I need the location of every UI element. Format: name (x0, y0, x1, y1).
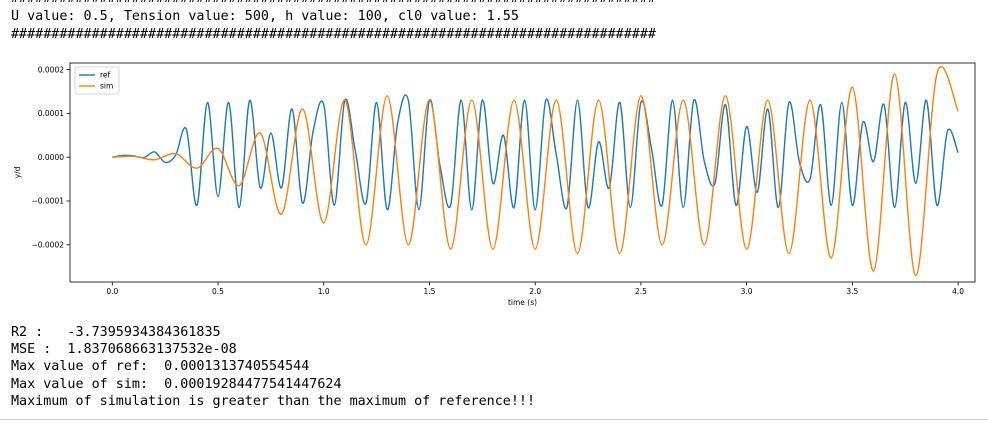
y-axis-label: y/d (13, 166, 22, 178)
y-tick-label: 0.0002 (38, 65, 64, 74)
max-sim-line: Max value of sim: 0.00019284477541447624 (11, 376, 342, 392)
plot-frame (69, 62, 976, 283)
y-tick-label: −0.0001 (31, 197, 64, 206)
y-axis: −0.0002 −0.0001 0.0000 0.0001 0.0002 (31, 65, 70, 249)
legend-box (74, 66, 120, 95)
x-tick-label: 0.0 (106, 287, 118, 296)
r2-line: R2 : -3.7395934384361835 (11, 325, 221, 340)
statistics-output: R2 : -3.7395934384361835 MSE : 1.8370686… (11, 324, 535, 410)
y-tick-label: 0.0001 (38, 109, 64, 118)
x-tick-label: 2.0 (529, 287, 541, 296)
x-tick-label: 1.5 (423, 287, 435, 296)
hash-separator-top: ########################################… (11, 0, 656, 7)
legend-label-ref: ref (100, 71, 111, 80)
x-tick-label: 4.0 (952, 287, 964, 296)
chart-container: 0.0 0.5 1.0 1.5 2.0 2.5 3.0 3.5 4.0 −0.0002 −0.00… (0, 48, 988, 318)
series-line-sim (112, 66, 959, 277)
x-tick-label: 0.5 (212, 287, 224, 296)
max-ref-line: Max value of ref: 0.0001313740554544 (11, 359, 310, 375)
bottom-divider (0, 419, 988, 420)
mse-line: MSE : 1.837068663137532e-08 (11, 342, 237, 358)
legend: ref sim (74, 66, 120, 95)
series-layer (112, 66, 959, 277)
x-tick-label: 1.0 (318, 287, 330, 296)
x-axis: 0.0 0.5 1.0 1.5 2.0 2.5 3.0 3.5 4.0 (106, 282, 964, 296)
parameters-line: U value: 0.5, Tension value: 500, h valu… (11, 9, 519, 24)
x-tick-label: 3.5 (846, 287, 858, 296)
line-chart: 0.0 0.5 1.0 1.5 2.0 2.5 3.0 3.5 4.0 −0.0002−0.00… (13, 62, 976, 307)
conclusion-line: Maximum of simulation is greater than th… (11, 393, 536, 409)
legend-label-sim: sim (100, 82, 113, 91)
x-axis-label: time (s) (508, 298, 537, 307)
series-line-ref (112, 94, 959, 211)
x-tick-label: 3.0 (741, 287, 753, 296)
y-tick-label: −0.0002 (31, 240, 64, 249)
hash-separator-bottom: ########################################… (11, 27, 656, 42)
y-tick-label: 0.0000 (38, 153, 64, 162)
x-tick-label: 2.5 (635, 287, 647, 296)
